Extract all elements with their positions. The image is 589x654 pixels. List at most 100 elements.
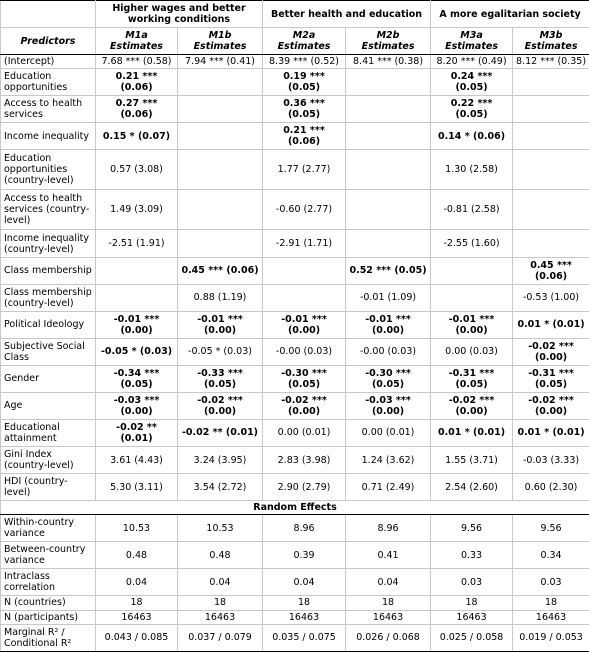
cell bbox=[176, 189, 264, 231]
cell bbox=[95, 256, 178, 285]
cell-value: -0.01 *** (0.00) bbox=[448, 313, 495, 336]
cell-value: 18 bbox=[213, 597, 227, 609]
cell-value: 3.61 (4.43) bbox=[110, 454, 163, 466]
cell: 9.56 bbox=[512, 514, 589, 543]
cell-value: 0.025 / 0.058 bbox=[439, 632, 504, 644]
cell-value: 16463 bbox=[288, 611, 320, 623]
cell: -0.01 *** (0.00) bbox=[430, 310, 514, 339]
cell: 1.30 (2.58) bbox=[430, 149, 514, 191]
cell: 0.04 bbox=[176, 568, 264, 597]
cell: 0.60 (2.30) bbox=[512, 473, 589, 502]
column-header-line: M2a bbox=[292, 30, 316, 42]
cell: 0.043 / 0.085 bbox=[95, 623, 178, 653]
cell-value: 0.00 (0.03) bbox=[445, 346, 498, 358]
cell: 1.24 (3.62) bbox=[345, 445, 432, 475]
cell: -0.81 (2.58) bbox=[430, 189, 514, 231]
table-row: Gender -0.34 *** (0.05) -0.33 *** (0.05) -0… bbox=[0, 364, 589, 393]
cell: -2.51 (1.91) bbox=[95, 229, 178, 258]
cell: 3.54 (2.72) bbox=[176, 473, 264, 502]
cell: 9.56 bbox=[430, 514, 514, 543]
cell-value: -0.60 (2.77) bbox=[275, 204, 333, 216]
cell-value: 8.96 bbox=[377, 522, 399, 534]
cell: -0.02 *** (0.00) bbox=[176, 391, 264, 420]
cell-value: 0.88 (1.19) bbox=[193, 292, 247, 304]
cell-value: -0.01 *** (0.00) bbox=[281, 313, 327, 336]
cell: -0.02 *** (0.00) bbox=[512, 337, 589, 366]
cell-value: 18 bbox=[130, 597, 143, 609]
cell-value: 0.27 *** (0.06) bbox=[115, 98, 158, 121]
cell-value: 0.33 bbox=[460, 549, 483, 561]
cell-value: -0.05 * (0.03) bbox=[100, 346, 173, 358]
cell: 16463 bbox=[176, 609, 264, 625]
row-label: Between-country variance bbox=[0, 541, 96, 570]
cell bbox=[176, 122, 264, 151]
cell bbox=[345, 149, 432, 191]
cell-value: 0.21 *** (0.06) bbox=[115, 71, 158, 94]
cell: 18 bbox=[345, 595, 432, 611]
cell: -0.01 *** (0.00) bbox=[345, 310, 432, 339]
cell-value: -0.00 (0.03) bbox=[275, 346, 333, 358]
cell-value: 1.49 (3.09) bbox=[110, 204, 163, 216]
cell-value: 0.043 / 0.085 bbox=[104, 632, 169, 644]
cell-value: 0.41 bbox=[377, 549, 399, 561]
cell-value: 0.48 bbox=[125, 549, 148, 561]
column-header-line: Estimates bbox=[193, 41, 247, 53]
cell: 0.45 *** (0.06) bbox=[512, 256, 589, 285]
cell: -0.31 *** (0.05) bbox=[512, 364, 589, 393]
table-row: Gini Index (country-level) 3.61 (4.43) 3.2… bbox=[0, 445, 589, 475]
cell: 0.88 (1.19) bbox=[176, 283, 264, 312]
cell: -0.02 *** (0.00) bbox=[512, 391, 589, 420]
cell-value: 16463 bbox=[372, 611, 404, 623]
cell: 0.57 (3.08) bbox=[95, 149, 178, 191]
cell bbox=[176, 229, 264, 258]
cell: -0.01 (1.09) bbox=[345, 283, 432, 312]
cell-value: 18 bbox=[465, 597, 478, 609]
cell-value: 0.39 bbox=[293, 549, 315, 561]
cell-value: -0.34 *** (0.05) bbox=[113, 367, 160, 390]
row-label: Political Ideology bbox=[0, 310, 96, 339]
table-row: Class membership (country-level) 0.88 (1.… bbox=[0, 283, 589, 312]
row-label: Subjective Social Class bbox=[0, 337, 96, 366]
row-label: Marginal R² / Conditional R² bbox=[0, 623, 96, 653]
cell-value: -0.33 *** (0.05) bbox=[197, 367, 243, 390]
cell: -0.30 *** (0.05) bbox=[345, 364, 432, 393]
table-row: Educational attainment -0.02 ** (0.01) -0.… bbox=[0, 418, 589, 447]
cell-value: 7.94 *** (0.41) bbox=[185, 56, 256, 68]
cell bbox=[345, 95, 432, 124]
cell: 16463 bbox=[262, 609, 347, 625]
table-row: Access to health services (country-level… bbox=[0, 189, 589, 231]
cell-value: -0.00 (0.03) bbox=[359, 346, 417, 358]
row-label: Class membership bbox=[0, 256, 96, 285]
group-header: A more egalitarian society bbox=[430, 0, 589, 29]
corner-header: Predictors bbox=[0, 27, 96, 56]
table-row: HDI (country-level) 5.30 (3.11) 3.54 (2.72… bbox=[0, 473, 589, 502]
row-label: Access to health services (country-level… bbox=[0, 189, 96, 231]
row-label: Age bbox=[0, 391, 96, 420]
cell bbox=[345, 229, 432, 258]
cell: 16463 bbox=[95, 609, 178, 625]
column-header-line: Estimates bbox=[524, 41, 578, 53]
cell: -0.30 *** (0.05) bbox=[262, 364, 347, 393]
cell bbox=[95, 283, 178, 312]
cell: 0.22 *** (0.05) bbox=[430, 95, 514, 124]
cell: 0.04 bbox=[95, 568, 178, 597]
cell: 0.03 bbox=[430, 568, 514, 597]
cell bbox=[512, 189, 589, 231]
table-row: (Intercept) 7.68 *** (0.58) 7.94 *** (0.41… bbox=[0, 54, 589, 70]
cell bbox=[176, 95, 264, 124]
column-header-line: Estimates bbox=[277, 41, 331, 53]
cell-value: 18 bbox=[297, 597, 311, 609]
cell: -0.05 * (0.03) bbox=[176, 337, 264, 366]
cell bbox=[430, 283, 514, 312]
cell-value: 0.19 *** (0.05) bbox=[283, 71, 325, 94]
cell-value: 0.04 bbox=[377, 576, 399, 588]
cell-value: 0.01 * (0.01) bbox=[517, 427, 585, 439]
cell bbox=[262, 256, 347, 285]
cell: 16463 bbox=[430, 609, 514, 625]
row-label: Income inequality bbox=[0, 122, 96, 151]
cell-value: 0.035 / 0.075 bbox=[272, 632, 336, 644]
cell: 16463 bbox=[345, 609, 432, 625]
cell: 0.01 * (0.01) bbox=[430, 418, 514, 447]
cell: 8.41 *** (0.38) bbox=[345, 54, 432, 70]
table-row: Class membership 0.45 *** (0.06) 0.52 *** … bbox=[0, 256, 589, 285]
